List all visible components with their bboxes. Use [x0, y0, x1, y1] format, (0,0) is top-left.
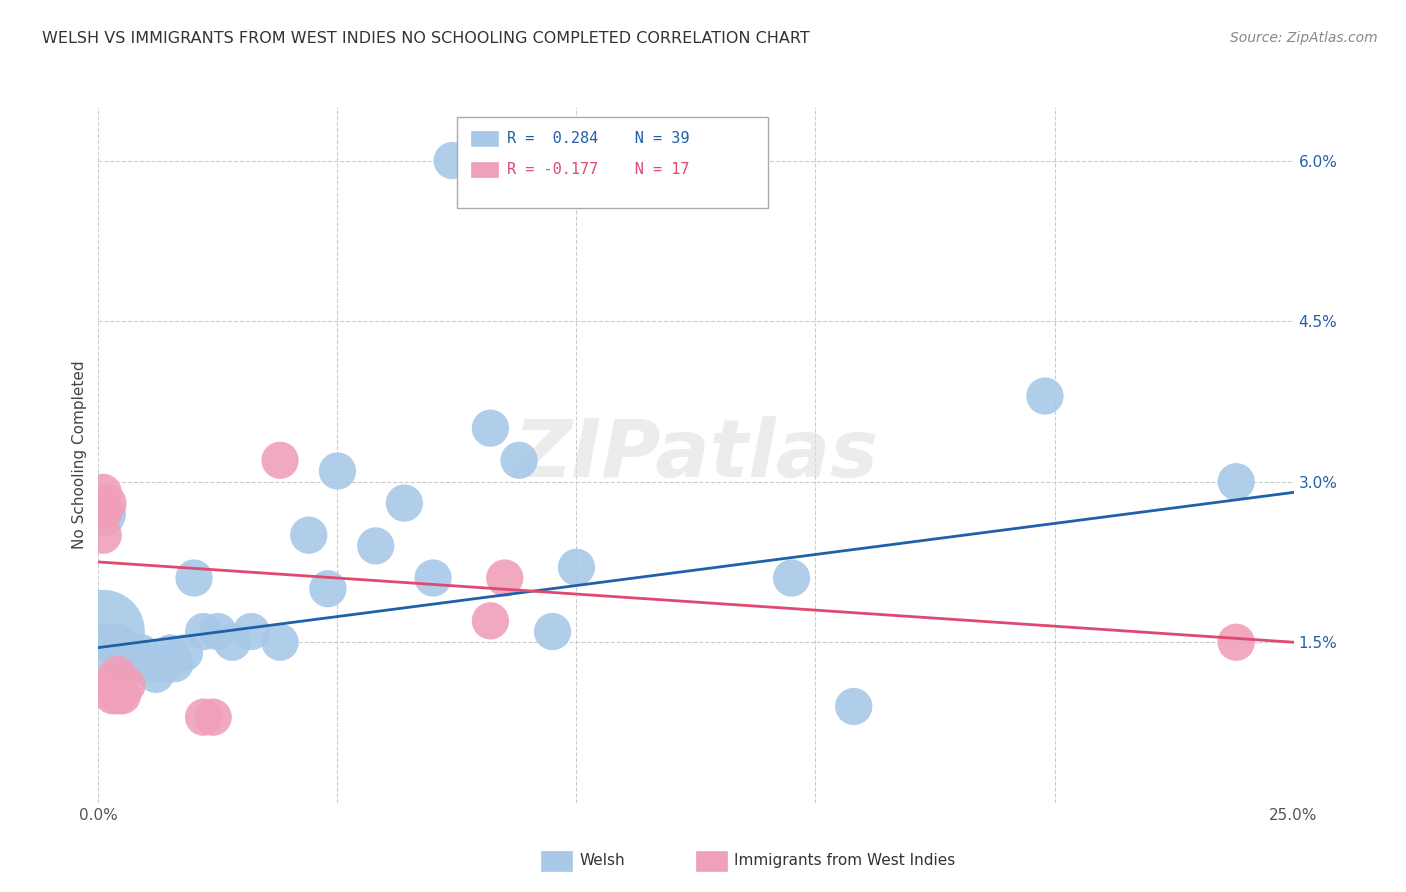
Point [316, 582, 339, 596]
Point [240, 624, 263, 639]
Point [91, 507, 114, 521]
Point [193, 624, 215, 639]
Point [541, 624, 564, 639]
Point [207, 624, 229, 639]
Point [131, 646, 153, 660]
FancyBboxPatch shape [471, 162, 498, 178]
Point [101, 678, 124, 692]
Text: Source: ZipAtlas.com: Source: ZipAtlas.com [1230, 31, 1378, 45]
Point [91, 624, 114, 639]
Point [298, 528, 321, 542]
Point [183, 571, 205, 585]
Point [565, 560, 588, 574]
Text: R = -0.177    N = 17: R = -0.177 N = 17 [508, 162, 690, 178]
Point [125, 657, 148, 671]
Point [155, 657, 177, 671]
Point [139, 657, 162, 671]
Point [91, 507, 114, 521]
Point [202, 710, 225, 724]
FancyBboxPatch shape [457, 118, 768, 208]
Point [326, 464, 349, 478]
Point [494, 571, 516, 585]
Point [97, 635, 120, 649]
Point [1033, 389, 1056, 403]
Point [364, 539, 387, 553]
Point [135, 657, 157, 671]
Point [149, 657, 172, 671]
Point [508, 453, 530, 467]
Point [269, 635, 291, 649]
Point [1225, 475, 1247, 489]
Point [163, 657, 186, 671]
Point [173, 646, 195, 660]
Point [91, 485, 114, 500]
Point [91, 528, 114, 542]
Point [107, 635, 129, 649]
Point [1225, 635, 1247, 649]
Point [97, 678, 120, 692]
Point [115, 646, 138, 660]
Point [394, 496, 416, 510]
Point [115, 678, 138, 692]
Point [121, 646, 143, 660]
Point [101, 689, 124, 703]
Point [159, 646, 181, 660]
Y-axis label: No Schooling Completed: No Schooling Completed [72, 360, 87, 549]
Text: ZIPatlas: ZIPatlas [513, 416, 879, 494]
Point [780, 571, 803, 585]
Text: Immigrants from West Indies: Immigrants from West Indies [734, 854, 955, 868]
Point [479, 421, 502, 435]
Point [479, 614, 502, 628]
Text: R =  0.284    N = 39: R = 0.284 N = 39 [508, 131, 690, 146]
Point [107, 667, 129, 681]
Point [269, 453, 291, 467]
Point [145, 667, 167, 681]
Point [422, 571, 444, 585]
Text: Welsh: Welsh [579, 854, 624, 868]
Point [193, 710, 215, 724]
Point [101, 635, 124, 649]
Point [111, 657, 134, 671]
Point [97, 496, 120, 510]
Point [107, 689, 129, 703]
Point [441, 153, 464, 168]
Point [842, 699, 865, 714]
Point [111, 689, 134, 703]
Text: WELSH VS IMMIGRANTS FROM WEST INDIES NO SCHOOLING COMPLETED CORRELATION CHART: WELSH VS IMMIGRANTS FROM WEST INDIES NO … [42, 31, 810, 46]
Point [221, 635, 243, 649]
FancyBboxPatch shape [471, 131, 498, 146]
